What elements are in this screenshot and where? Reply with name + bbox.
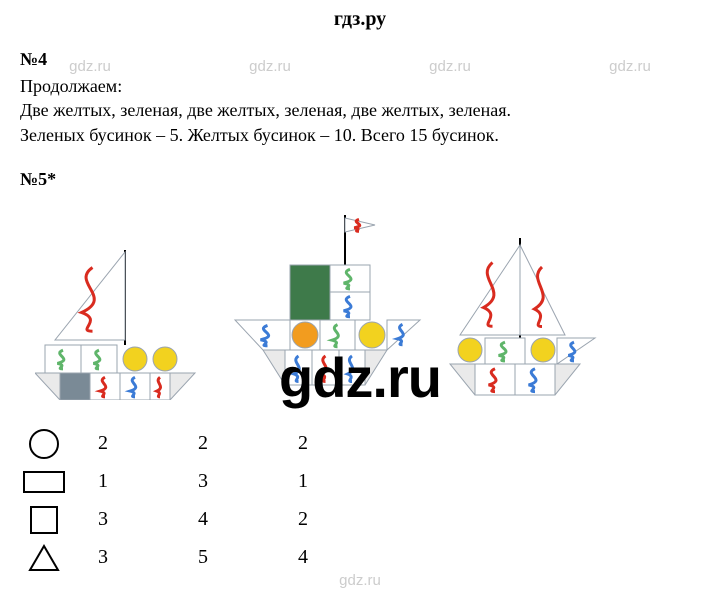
table-row: 222: [20, 425, 700, 463]
shape-square-icon: [20, 505, 68, 535]
watermark: gdz.ru: [429, 58, 471, 75]
count-cell: 5: [168, 546, 268, 569]
count-cell: 2: [168, 432, 268, 455]
count-cell: 3: [168, 470, 268, 493]
count-cell: 3: [68, 546, 168, 569]
watermark: gdz.ru: [609, 58, 651, 75]
task4-line1: Продолжаем:: [20, 74, 700, 98]
watermark: gdz.ru: [69, 58, 111, 75]
count-cell: 4: [168, 508, 268, 531]
task5-number: №5*: [20, 169, 700, 190]
count-cell: 3: [68, 508, 168, 531]
big-watermark: gdz.ru: [0, 345, 720, 410]
table-row: 354: [20, 539, 700, 577]
shape-count-table: 222131342354: [20, 425, 700, 577]
count-cell: 1: [268, 470, 368, 493]
watermark: gdz.ru: [249, 58, 291, 75]
count-cell: 4: [268, 546, 368, 569]
count-cell: 2: [268, 432, 368, 455]
shape-circle-icon: [20, 427, 68, 461]
task4-line2: Две желтых, зеленая, две желтых, зеленая…: [20, 98, 700, 122]
count-cell: 2: [68, 432, 168, 455]
count-cell: 2: [268, 508, 368, 531]
watermark-row: gdz.ru gdz.ru gdz.ru gdz.ru: [0, 58, 720, 75]
count-cell: 1: [68, 470, 168, 493]
task4-line3: Зеленых бусинок – 5. Желтых бусинок – 10…: [20, 123, 700, 147]
shape-triangle-icon: [20, 543, 68, 573]
page-header: гдз.ру: [0, 0, 720, 31]
table-row: 342: [20, 501, 700, 539]
table-row: 131: [20, 463, 700, 501]
shape-rect_wide-icon: [20, 470, 68, 494]
